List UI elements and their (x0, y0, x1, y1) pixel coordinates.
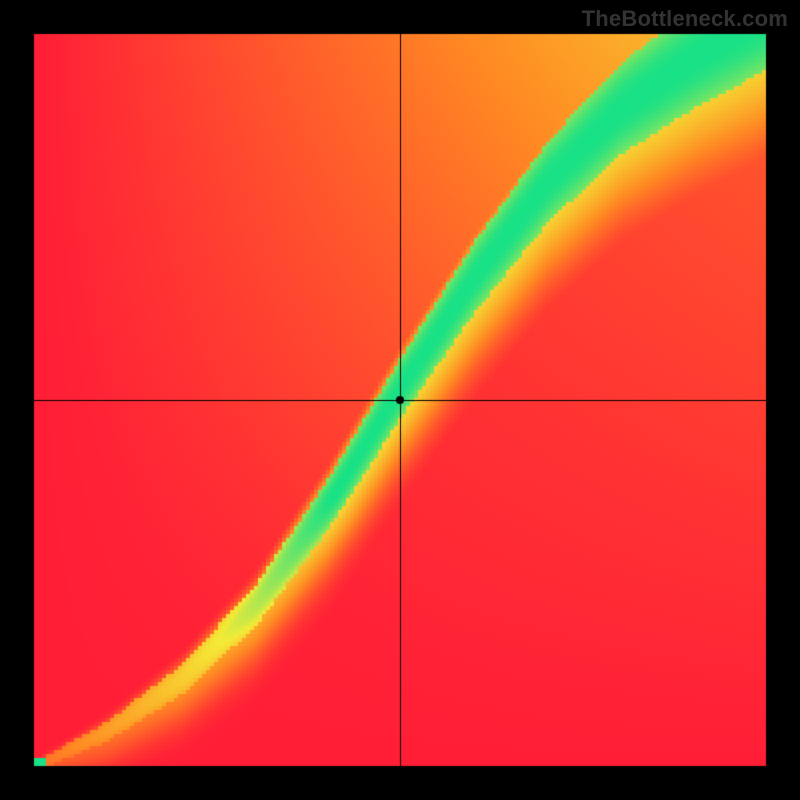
bottleneck-heatmap (0, 0, 800, 800)
watermark-text: TheBottleneck.com (582, 6, 788, 32)
chart-container: TheBottleneck.com (0, 0, 800, 800)
